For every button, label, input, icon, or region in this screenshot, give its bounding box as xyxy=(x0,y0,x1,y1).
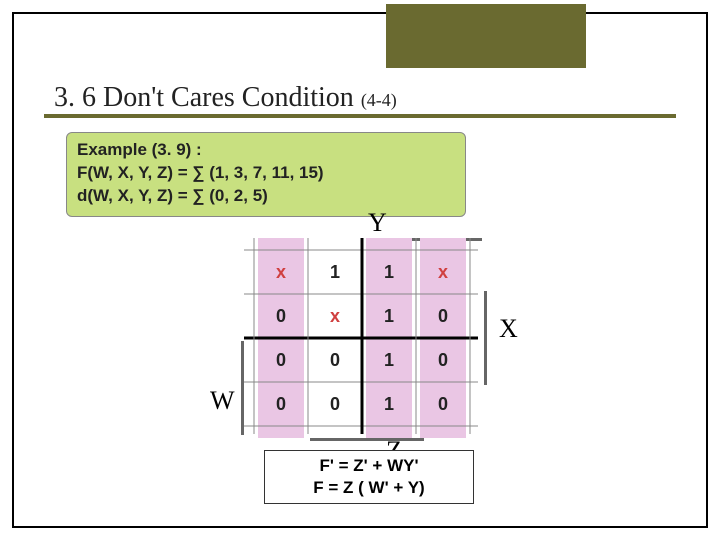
slide-frame: 3. 6 Don't Cares Condition (4-4) Example… xyxy=(12,12,708,528)
kmap-cell: 1 xyxy=(362,338,416,382)
kmap-cell: 0 xyxy=(308,382,362,426)
kmap-cell: 1 xyxy=(362,250,416,294)
example-line3: d(W, X, Y, Z) = ∑ (0, 2, 5) xyxy=(77,185,455,208)
kmap-cell: 1 xyxy=(362,382,416,426)
kmap-cell: x xyxy=(308,294,362,338)
label-y: Y xyxy=(368,208,387,238)
kmap-cell: 0 xyxy=(416,338,470,382)
z-brace xyxy=(310,438,424,441)
example-line1: Example (3. 9) : xyxy=(77,139,455,162)
kmap-grid: X W Z x11x0x1000100010 xyxy=(244,238,484,438)
kmap-cell: 0 xyxy=(416,294,470,338)
page-title: 3. 6 Don't Cares Condition (4-4) xyxy=(54,82,397,114)
result-line2: F = Z ( W' + Y) xyxy=(273,477,465,499)
label-x: X xyxy=(499,314,518,344)
kmap-cell: 0 xyxy=(416,382,470,426)
example-line2: F(W, X, Y, Z) = ∑ (1, 3, 7, 11, 15) xyxy=(77,162,455,185)
kmap-cell: 0 xyxy=(254,294,308,338)
title-sub: (4-4) xyxy=(361,90,397,110)
kmap-cell: 1 xyxy=(308,250,362,294)
kmap-region: Y X W Z x11x0x1000100010 xyxy=(198,238,518,438)
kmap-cell: x xyxy=(416,250,470,294)
example-box: Example (3. 9) : F(W, X, Y, Z) = ∑ (1, 3… xyxy=(66,132,466,217)
label-w: W xyxy=(210,386,235,416)
result-line1: F' = Z' + WY' xyxy=(273,455,465,477)
result-box: F' = Z' + WY' F = Z ( W' + Y) xyxy=(264,450,474,504)
kmap-cell: 0 xyxy=(254,382,308,426)
title-underline xyxy=(44,114,676,118)
kmap-cell: x xyxy=(254,250,308,294)
title-main: 3. 6 Don't Cares Condition xyxy=(54,82,361,113)
kmap-cell: 0 xyxy=(254,338,308,382)
kmap-cell: 1 xyxy=(362,294,416,338)
corner-accent xyxy=(386,4,586,68)
x-brace xyxy=(484,291,487,385)
kmap-cell: 0 xyxy=(308,338,362,382)
